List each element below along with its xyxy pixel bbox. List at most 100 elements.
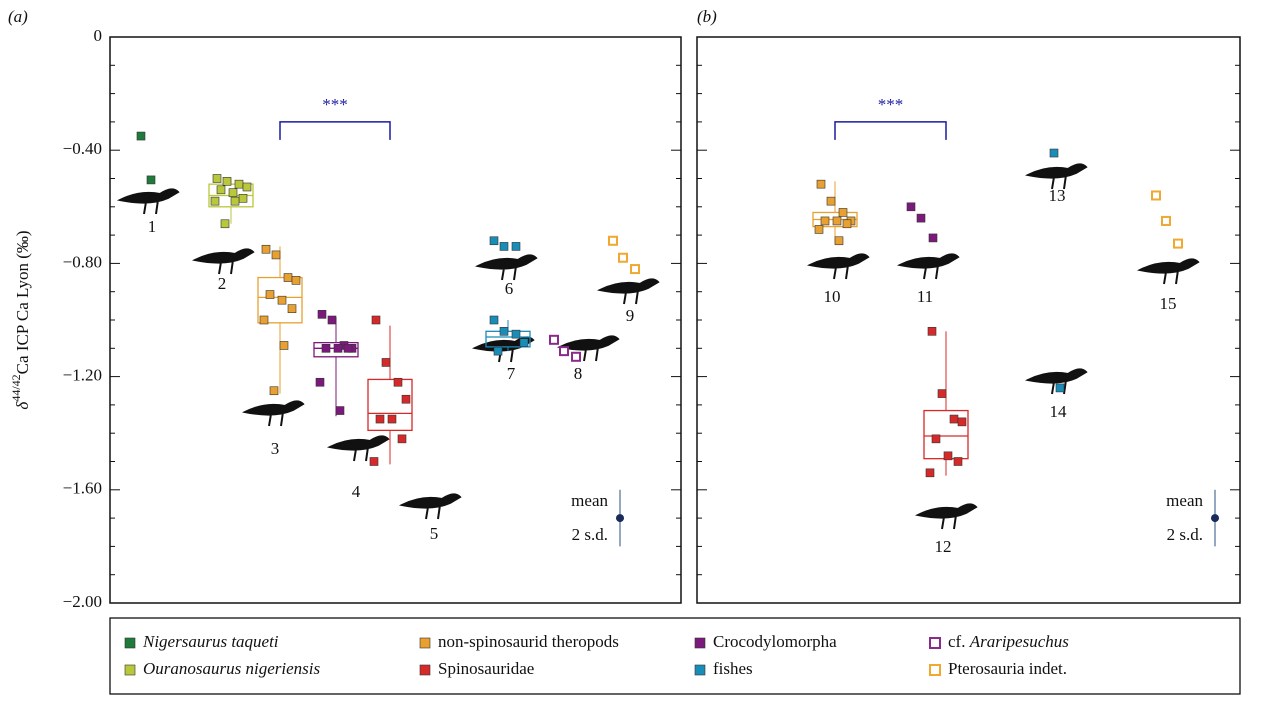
data-point: [269, 386, 279, 396]
data-point: [265, 290, 275, 299]
data-point: [321, 343, 331, 353]
box: [367, 378, 413, 432]
data-point: [228, 188, 238, 197]
panel-label: (b): [697, 7, 717, 26]
data-point: [393, 377, 403, 387]
legend-swatch: [929, 637, 941, 649]
significance-label: ***: [878, 95, 904, 114]
legend-label: Ouranosaurus nigeriensis: [143, 659, 320, 678]
y-tick-label: −2.00: [63, 592, 102, 611]
significance-bracket: [279, 121, 391, 140]
data-point: [499, 242, 509, 251]
data-point: [549, 334, 559, 345]
data-point: [387, 414, 397, 424]
data-point: [949, 414, 959, 424]
legend-label: Crocodylomorpha: [713, 632, 837, 651]
group-number: 7: [507, 364, 516, 383]
data-point: [1049, 148, 1059, 158]
y-axis-label: δ44/42Ca ICP Ca Lyon (‰): [9, 230, 32, 409]
group-number: 10: [824, 287, 841, 306]
group-number: 1: [148, 217, 157, 236]
data-point: [953, 457, 963, 466]
data-point: [559, 346, 569, 357]
silhouette: [398, 493, 462, 520]
group-number: 8: [574, 364, 583, 383]
y-tick-label: −1.60: [63, 479, 102, 498]
mean-label: 2 s.d.: [1167, 525, 1203, 544]
data-point: [842, 219, 852, 229]
data-point: [210, 196, 220, 206]
plot-frame: [696, 36, 1241, 604]
data-point: [927, 327, 937, 336]
data-point: [146, 175, 156, 185]
data-point: [1173, 238, 1183, 249]
group-number: 15: [1160, 294, 1177, 313]
legend-swatch: [124, 664, 136, 676]
data-point: [571, 351, 581, 362]
data-point: [277, 295, 287, 305]
data-point: [630, 264, 640, 275]
data-point: [814, 225, 824, 234]
data-point: [834, 236, 844, 246]
legend-name: Nigersaurus taqueti: [142, 632, 279, 651]
y-label-delta: δ: [13, 401, 32, 410]
data-point: [327, 315, 337, 325]
data-point: [335, 406, 345, 415]
y-label-rest: Ca ICP Ca Lyon (‰): [13, 230, 32, 374]
silhouette: [914, 503, 978, 530]
silhouette: [1136, 258, 1200, 285]
y-tick-label: −0.40: [63, 139, 102, 158]
data-point: [261, 244, 271, 254]
data-point: [937, 389, 947, 398]
data-point: [957, 417, 967, 427]
mean-marker: [1211, 514, 1219, 523]
legend-name: fishes: [713, 659, 753, 678]
plot-frame: [109, 36, 682, 604]
silhouette: [1024, 368, 1088, 395]
data-point: [343, 343, 353, 353]
y-tick-label: 0: [94, 26, 103, 45]
group-number: 2: [218, 274, 227, 293]
legend-swatch: [694, 637, 706, 649]
data-point: [369, 457, 379, 466]
legend-name: Pterosauria indet.: [948, 659, 1067, 678]
data-point: [401, 394, 411, 404]
data-point: [315, 377, 325, 387]
data-point: [608, 235, 618, 246]
legend-swatch: [419, 637, 431, 649]
silhouette: [896, 253, 960, 280]
legend-label: fishes: [713, 659, 753, 678]
data-point: [943, 451, 953, 461]
legend-name: non-spinosaurid theropods: [438, 632, 619, 651]
data-point: [242, 182, 252, 192]
silhouette: [596, 278, 660, 305]
group-number: 5: [430, 524, 439, 543]
y-label-sup: 44/42: [9, 374, 23, 401]
data-point: [283, 273, 293, 282]
group-number: 9: [626, 306, 635, 325]
data-point: [234, 179, 244, 189]
data-point: [928, 233, 938, 243]
data-point: [489, 236, 499, 246]
y-tick-label: −0.80: [63, 252, 102, 271]
data-point: [371, 315, 381, 325]
panel-label: (a): [8, 7, 28, 26]
silhouette: [241, 400, 305, 427]
data-point: [511, 329, 521, 339]
silhouette: [806, 253, 870, 280]
data-point: [216, 185, 226, 195]
data-point: [1161, 215, 1171, 226]
silhouette: [326, 435, 390, 462]
mean-label: mean: [1166, 491, 1203, 510]
data-point: [397, 434, 407, 444]
mean-marker: [616, 514, 624, 523]
silhouette: [191, 248, 255, 275]
data-point: [499, 327, 509, 336]
data-point: [493, 346, 503, 356]
legend-label: Nigersaurus taqueti: [142, 632, 279, 651]
data-point: [820, 216, 830, 226]
legend-prefix: cf.: [948, 632, 965, 651]
group-number: 12: [935, 537, 952, 556]
data-point: [618, 252, 628, 263]
silhouette: [116, 188, 180, 215]
